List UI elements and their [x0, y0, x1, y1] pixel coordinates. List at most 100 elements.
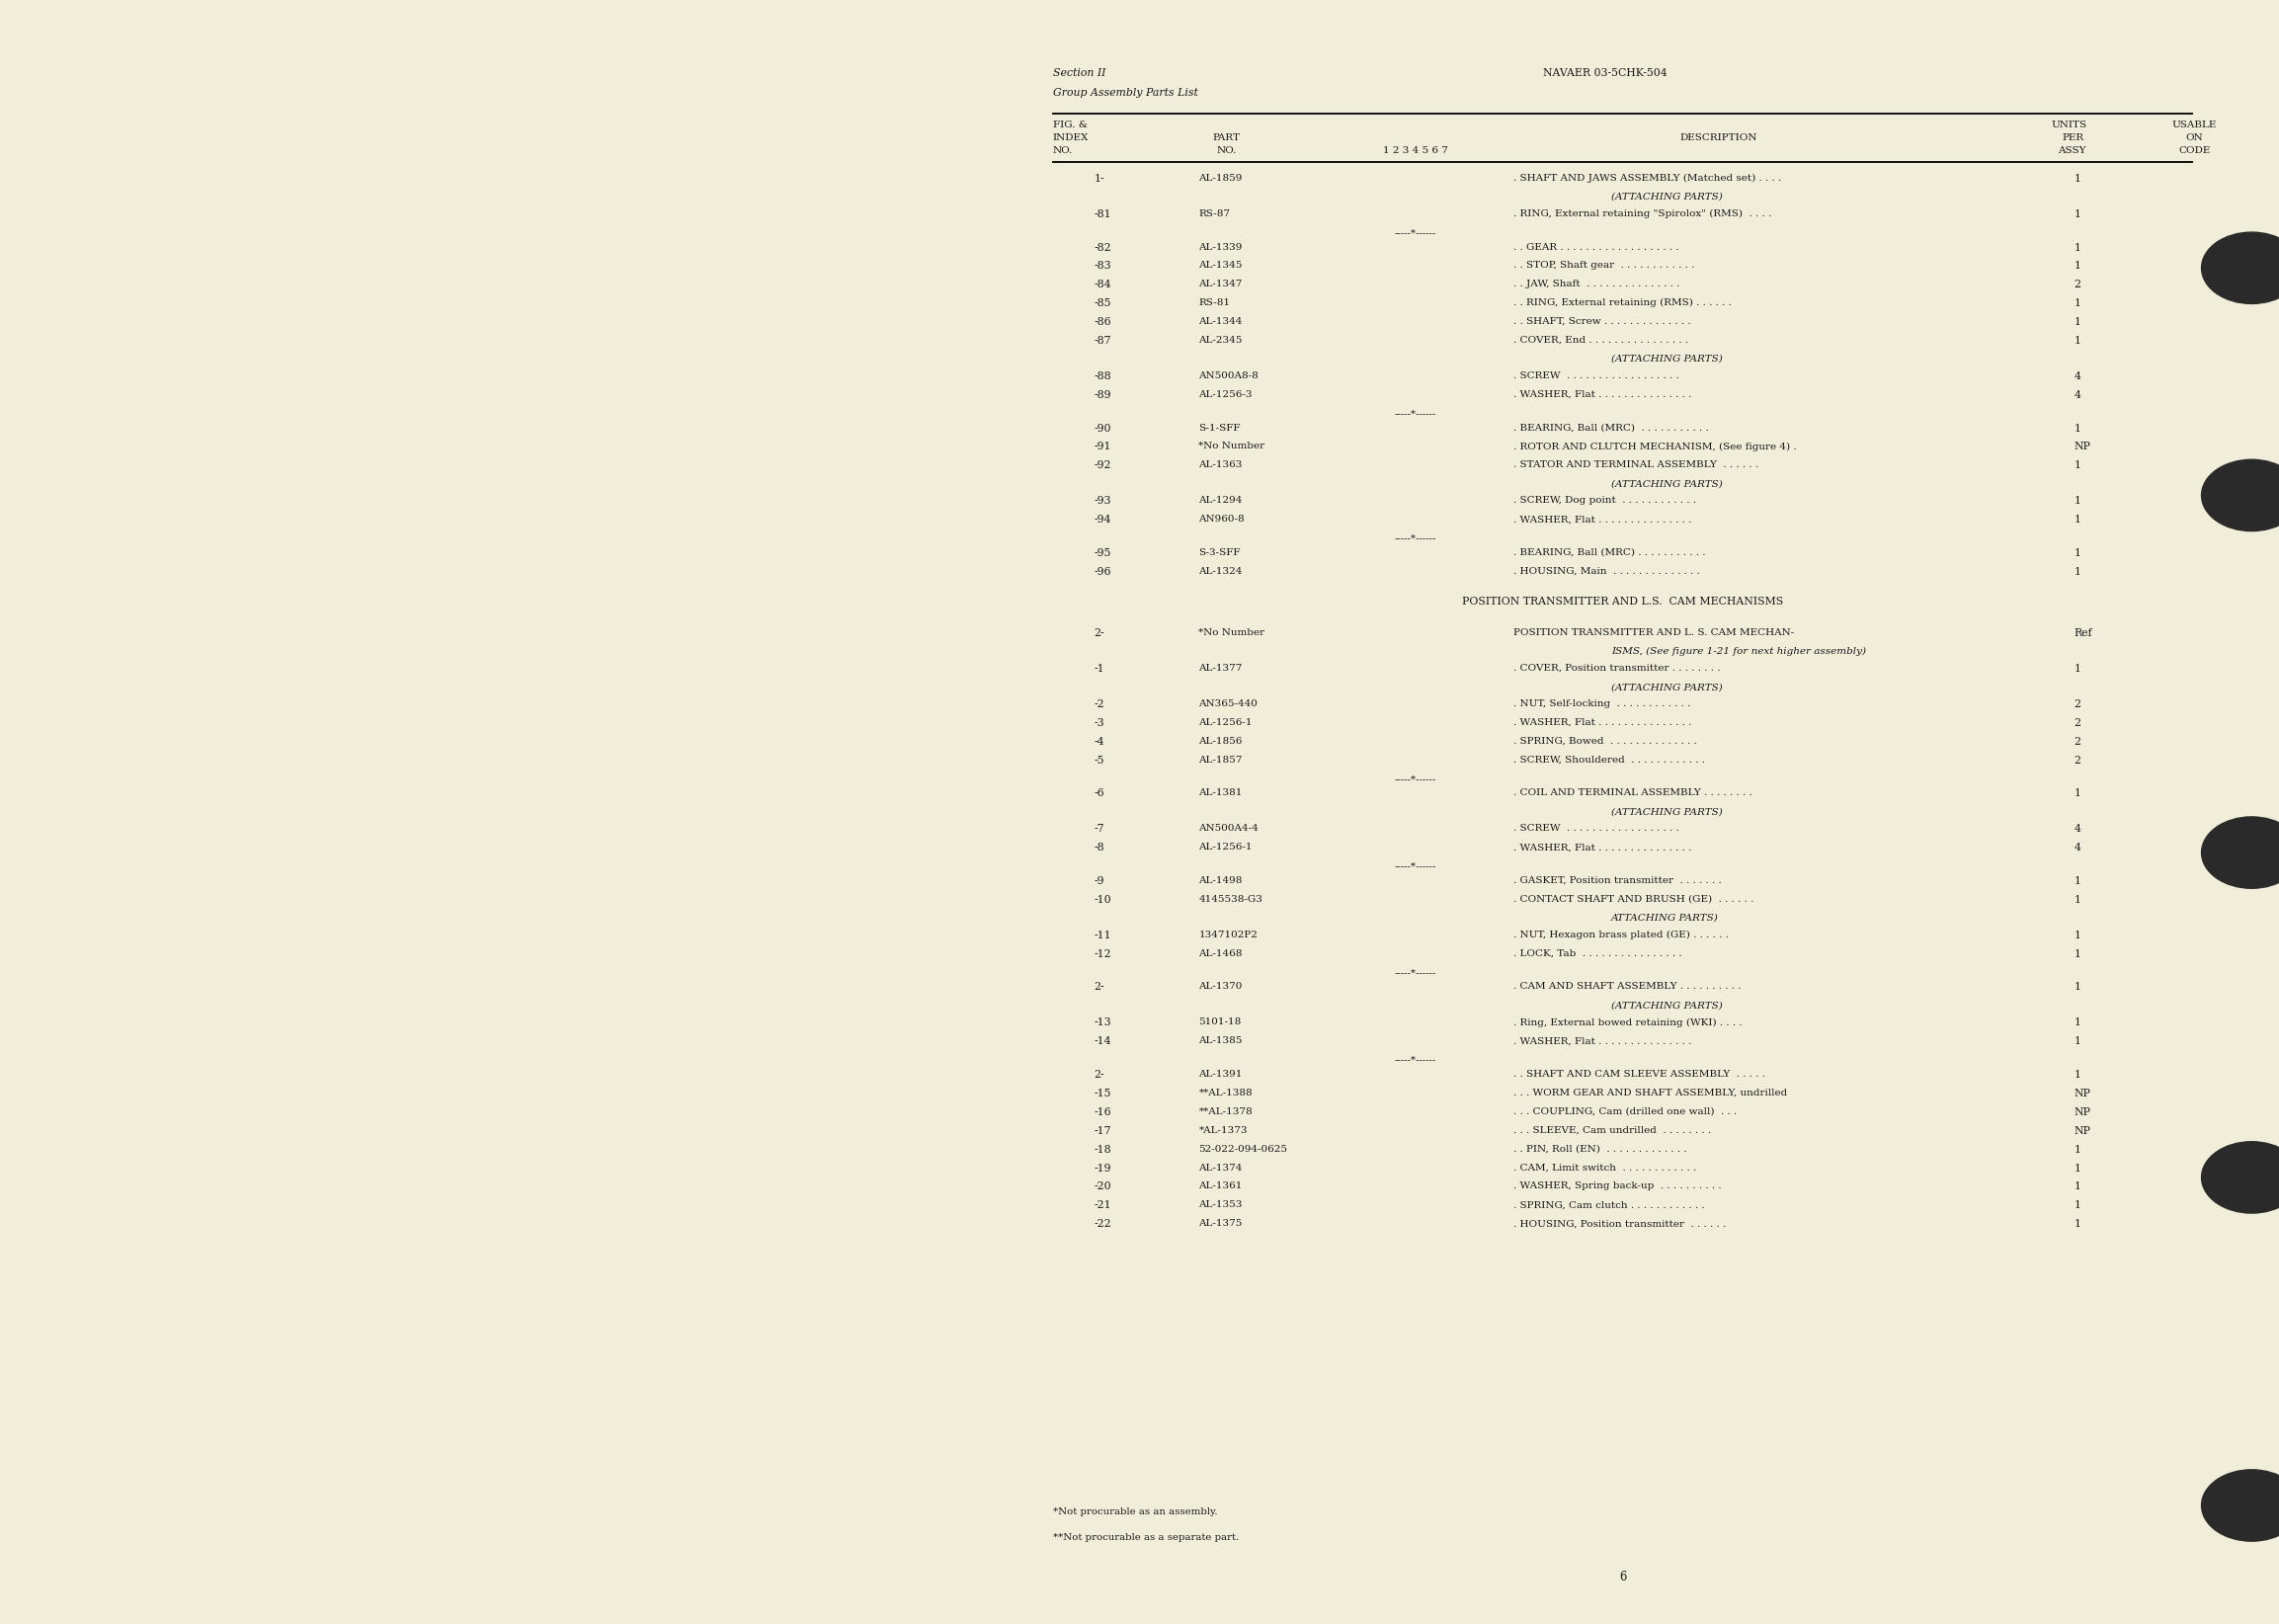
Text: RS-81: RS-81 — [1199, 299, 1231, 307]
Text: 1: 1 — [2074, 1070, 2081, 1080]
Text: 1: 1 — [2074, 299, 2081, 309]
Text: -82: -82 — [1094, 242, 1112, 252]
Text: -9: -9 — [1094, 877, 1105, 887]
Text: -88: -88 — [1094, 372, 1112, 382]
Text: -86: -86 — [1094, 317, 1112, 326]
Text: AL-1347: AL-1347 — [1199, 279, 1242, 289]
Text: . SPRING, Cam clutch . . . . . . . . . . . .: . SPRING, Cam clutch . . . . . . . . . .… — [1513, 1200, 1705, 1210]
Text: . GASKET, Position transmitter  . . . . . . .: . GASKET, Position transmitter . . . . .… — [1513, 877, 1721, 885]
Text: . . STOP, Shaft gear  . . . . . . . . . . . .: . . STOP, Shaft gear . . . . . . . . . .… — [1513, 261, 1693, 270]
Text: . SCREW, Shouldered  . . . . . . . . . . . .: . SCREW, Shouldered . . . . . . . . . . … — [1513, 755, 1705, 765]
Text: -----*------: -----*------ — [1395, 1056, 1436, 1064]
Text: 1: 1 — [2074, 664, 2081, 674]
Circle shape — [2202, 232, 2279, 304]
Text: . CAM AND SHAFT ASSEMBLY . . . . . . . . . .: . CAM AND SHAFT ASSEMBLY . . . . . . . .… — [1513, 983, 1741, 991]
Text: (ATTACHING PARTS): (ATTACHING PARTS) — [1611, 192, 1723, 201]
Text: NAVAER 03-5CHK-504: NAVAER 03-5CHK-504 — [1543, 68, 1666, 78]
Text: 1: 1 — [2074, 261, 2081, 271]
Text: 1347102P2: 1347102P2 — [1199, 931, 1258, 939]
Text: -96: -96 — [1094, 567, 1112, 577]
Text: . NUT, Hexagon brass plated (GE) . . . . . .: . NUT, Hexagon brass plated (GE) . . . .… — [1513, 931, 1727, 939]
Text: 1: 1 — [2074, 983, 2081, 992]
Text: 2: 2 — [2074, 700, 2081, 710]
Text: . WASHER, Flat . . . . . . . . . . . . . . .: . WASHER, Flat . . . . . . . . . . . . .… — [1513, 843, 1691, 853]
Text: . . JAW, Shaft  . . . . . . . . . . . . . . .: . . JAW, Shaft . . . . . . . . . . . . .… — [1513, 279, 1680, 289]
Text: . COIL AND TERMINAL ASSEMBLY . . . . . . . .: . COIL AND TERMINAL ASSEMBLY . . . . . .… — [1513, 789, 1753, 797]
Text: **Not procurable as a separate part.: **Not procurable as a separate part. — [1053, 1533, 1240, 1541]
Text: 52-022-094-0625: 52-022-094-0625 — [1199, 1145, 1288, 1153]
Text: 2: 2 — [2074, 279, 2081, 289]
Text: **AL-1378: **AL-1378 — [1199, 1108, 1253, 1116]
Text: -13: -13 — [1094, 1018, 1112, 1028]
Text: AL-1256-3: AL-1256-3 — [1199, 390, 1253, 400]
Text: . COVER, End . . . . . . . . . . . . . . . .: . COVER, End . . . . . . . . . . . . . .… — [1513, 336, 1689, 344]
Text: -10: -10 — [1094, 895, 1112, 905]
Text: *No Number: *No Number — [1199, 628, 1265, 637]
Text: . BEARING, Ball (MRC)  . . . . . . . . . . .: . BEARING, Ball (MRC) . . . . . . . . . … — [1513, 424, 1709, 432]
Text: -19: -19 — [1094, 1163, 1112, 1173]
Text: 1: 1 — [2074, 1200, 2081, 1210]
Text: -15: -15 — [1094, 1088, 1112, 1098]
Text: AL-1353: AL-1353 — [1199, 1200, 1242, 1210]
Text: 4: 4 — [2074, 843, 2081, 853]
Text: PART: PART — [1212, 133, 1240, 141]
Text: AN500A4-4: AN500A4-4 — [1199, 825, 1258, 833]
Text: . . RING, External retaining (RMS) . . . . . .: . . RING, External retaining (RMS) . . .… — [1513, 299, 1732, 307]
Text: -92: -92 — [1094, 461, 1112, 471]
Text: 1: 1 — [2074, 174, 2081, 184]
Text: -89: -89 — [1094, 390, 1112, 400]
Text: 2: 2 — [2074, 737, 2081, 747]
Text: NP: NP — [2074, 1088, 2090, 1098]
Text: . SCREW  . . . . . . . . . . . . . . . . . .: . SCREW . . . . . . . . . . . . . . . . … — [1513, 825, 1680, 833]
Text: POSITION TRANSMITTER AND L.S.  CAM MECHANISMS: POSITION TRANSMITTER AND L.S. CAM MECHAN… — [1463, 596, 1782, 607]
Text: . CONTACT SHAFT AND BRUSH (GE)  . . . . . .: . CONTACT SHAFT AND BRUSH (GE) . . . . .… — [1513, 895, 1753, 905]
Text: NO.: NO. — [1053, 146, 1073, 154]
Text: 1: 1 — [2074, 948, 2081, 958]
Text: 1: 1 — [2074, 1182, 2081, 1192]
Text: 2: 2 — [2074, 755, 2081, 765]
Text: 1: 1 — [2074, 895, 2081, 905]
Text: 1: 1 — [2074, 242, 2081, 252]
Text: . . . COUPLING, Cam (drilled one wall)  . . .: . . . COUPLING, Cam (drilled one wall) .… — [1513, 1108, 1737, 1116]
Text: -----*------: -----*------ — [1395, 227, 1436, 237]
Text: Ref: Ref — [2074, 628, 2092, 638]
Text: *No Number: *No Number — [1199, 442, 1265, 451]
Text: -16: -16 — [1094, 1108, 1112, 1117]
Text: -22: -22 — [1094, 1220, 1112, 1229]
Text: AL-1345: AL-1345 — [1199, 261, 1242, 270]
Text: . SCREW, Dog point  . . . . . . . . . . . .: . SCREW, Dog point . . . . . . . . . . .… — [1513, 497, 1696, 505]
Text: AL-1856: AL-1856 — [1199, 737, 1242, 745]
Text: *Not procurable as an assembly.: *Not procurable as an assembly. — [1053, 1507, 1217, 1515]
Text: 1: 1 — [2074, 424, 2081, 434]
Text: USABLE: USABLE — [2172, 120, 2217, 128]
Text: -3: -3 — [1094, 718, 1105, 728]
Text: -87: -87 — [1094, 336, 1112, 346]
Text: FIG. &: FIG. & — [1053, 120, 1087, 128]
Text: 1: 1 — [2074, 549, 2081, 559]
Text: -84: -84 — [1094, 279, 1112, 289]
Text: NP: NP — [2074, 1125, 2090, 1135]
Text: (ATTACHING PARTS): (ATTACHING PARTS) — [1611, 682, 1723, 692]
Text: . SHAFT AND JAWS ASSEMBLY (Matched set) . . . .: . SHAFT AND JAWS ASSEMBLY (Matched set) … — [1513, 174, 1782, 184]
Text: POSITION TRANSMITTER AND L. S. CAM MECHAN-: POSITION TRANSMITTER AND L. S. CAM MECHA… — [1513, 628, 1794, 637]
Text: . COVER, Position transmitter . . . . . . . .: . COVER, Position transmitter . . . . . … — [1513, 664, 1721, 672]
Text: NP: NP — [2074, 1108, 2090, 1117]
Text: 1: 1 — [2074, 789, 2081, 799]
Text: 4: 4 — [2074, 825, 2081, 835]
Text: . . PIN, Roll (EN)  . . . . . . . . . . . . .: . . PIN, Roll (EN) . . . . . . . . . . .… — [1513, 1145, 1686, 1153]
Text: . WASHER, Flat . . . . . . . . . . . . . . .: . WASHER, Flat . . . . . . . . . . . . .… — [1513, 718, 1691, 728]
Text: 1: 1 — [2074, 209, 2081, 219]
Text: AL-1498: AL-1498 — [1199, 877, 1242, 885]
Text: AL-1374: AL-1374 — [1199, 1163, 1242, 1173]
Text: AL-1363: AL-1363 — [1199, 461, 1242, 469]
Text: 1: 1 — [2074, 1220, 2081, 1229]
Text: . BEARING, Ball (MRC) . . . . . . . . . . .: . BEARING, Ball (MRC) . . . . . . . . . … — [1513, 549, 1705, 557]
Text: NO.: NO. — [1217, 146, 1237, 154]
Text: . SCREW  . . . . . . . . . . . . . . . . . .: . SCREW . . . . . . . . . . . . . . . . … — [1513, 372, 1680, 380]
Text: -8: -8 — [1094, 843, 1105, 853]
Text: 1: 1 — [2074, 931, 2081, 940]
Text: 1: 1 — [2074, 1163, 2081, 1173]
Text: AL-1370: AL-1370 — [1199, 983, 1242, 991]
Text: -11: -11 — [1094, 931, 1112, 940]
Text: UNITS: UNITS — [2051, 120, 2088, 128]
